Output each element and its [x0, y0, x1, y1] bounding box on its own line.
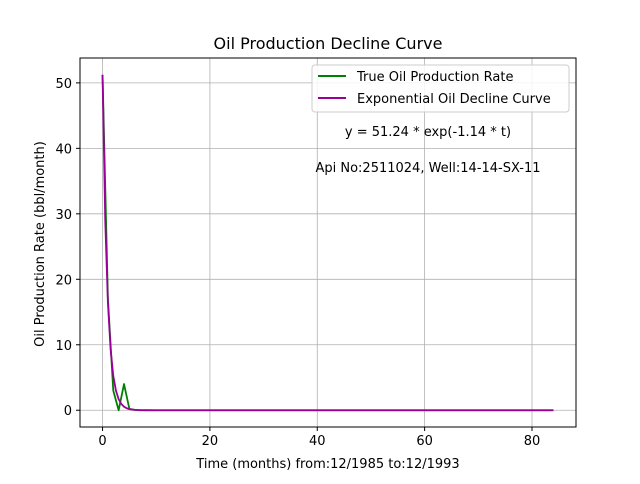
series-lines: [101, 74, 554, 412]
series-line-exponential-curve: [101, 74, 554, 412]
plot-frame: [79, 57, 577, 428]
well-info-annotation: Api No:2511024, Well:14-14-SX-11: [315, 161, 540, 176]
x-tick-label: 60: [416, 434, 433, 449]
y-axis-label: Oil Production Rate (bbl/month): [33, 141, 48, 347]
legend: True Oil Production Rate Exponential Oil…: [311, 64, 570, 113]
legend-label-true-rate: True Oil Production Rate: [356, 70, 513, 85]
legend-label-exponential-curve: Exponential Oil Decline Curve: [357, 92, 551, 107]
y-tick-label: 20: [55, 273, 72, 288]
y-tick-label: 40: [55, 142, 72, 157]
legend-box: [311, 64, 570, 113]
x-tick-label: 20: [202, 434, 219, 449]
y-tick-label: 30: [55, 208, 72, 223]
x-axis-label: Time (months) from:12/1985 to:12/1993: [195, 457, 459, 472]
y-tick-label: 50: [55, 77, 72, 92]
chart-title: Oil Production Decline Curve: [214, 34, 443, 53]
axis-ticks: 0 20 40 60 80 0 10 20 30 40 50: [55, 77, 540, 449]
x-tick-label: 40: [309, 434, 326, 449]
equation-annotation: y = 51.24 * exp(-1.14 * t): [345, 125, 511, 140]
x-tick-label: 80: [524, 434, 541, 449]
x-tick-label: 0: [98, 434, 106, 449]
y-tick-label: 0: [64, 404, 72, 419]
y-tick-label: 10: [55, 339, 72, 354]
